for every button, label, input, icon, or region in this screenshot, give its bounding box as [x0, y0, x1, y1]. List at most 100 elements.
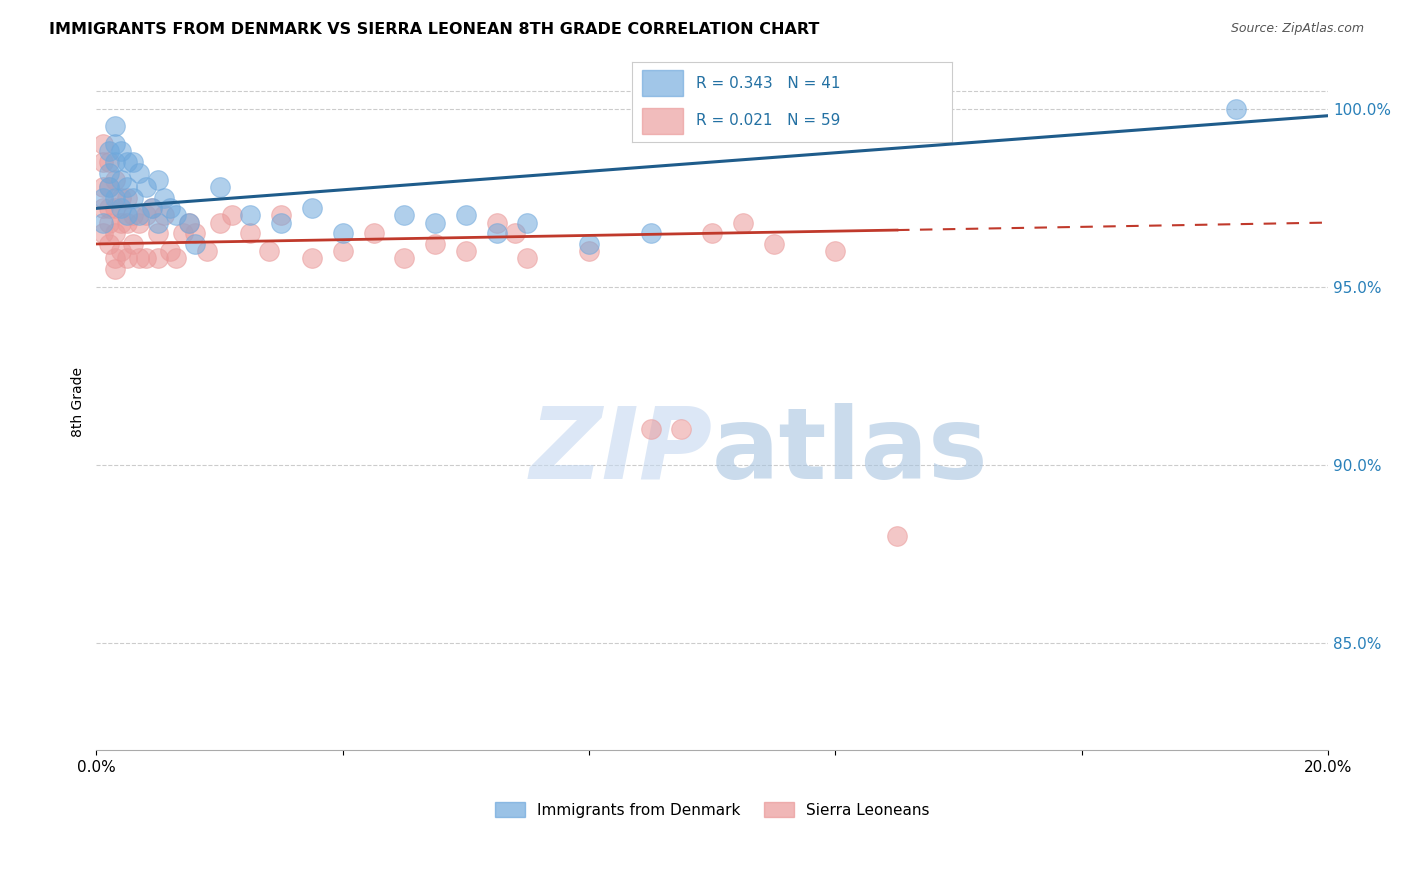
- Legend: Immigrants from Denmark, Sierra Leoneans: Immigrants from Denmark, Sierra Leoneans: [488, 796, 936, 824]
- Point: [104, 227, 127, 241]
- Point: [91, 155, 114, 169]
- Point: [97, 216, 120, 230]
- Point: [141, 202, 163, 216]
- Point: [394, 251, 416, 265]
- Point: [135, 209, 157, 223]
- Point: [97, 202, 120, 216]
- Point: [172, 227, 194, 241]
- Point: [97, 145, 120, 159]
- Point: [104, 173, 127, 187]
- Point: [115, 155, 138, 169]
- Point: [115, 180, 138, 194]
- Point: [97, 180, 120, 194]
- Point: [184, 227, 207, 241]
- Point: [177, 216, 200, 230]
- Point: [91, 137, 114, 152]
- Point: [165, 251, 187, 265]
- Point: [257, 244, 280, 258]
- Point: [146, 216, 169, 230]
- Point: [104, 251, 127, 265]
- Point: [208, 180, 231, 194]
- Point: [91, 227, 114, 241]
- Point: [270, 216, 292, 230]
- Point: [762, 236, 785, 251]
- Point: [640, 227, 662, 241]
- Point: [146, 173, 169, 187]
- Point: [640, 422, 662, 436]
- Point: [115, 216, 138, 230]
- Text: ZIP: ZIP: [529, 402, 713, 500]
- Point: [516, 216, 538, 230]
- Y-axis label: 8th Grade: 8th Grade: [72, 368, 86, 437]
- Point: [332, 227, 354, 241]
- Point: [122, 155, 145, 169]
- Point: [128, 166, 150, 180]
- Point: [91, 216, 114, 230]
- Point: [91, 202, 114, 216]
- Point: [110, 173, 132, 187]
- Text: IMMIGRANTS FROM DENMARK VS SIERRA LEONEAN 8TH GRADE CORRELATION CHART: IMMIGRANTS FROM DENMARK VS SIERRA LEONEA…: [49, 22, 820, 37]
- Point: [702, 227, 724, 241]
- Point: [146, 251, 169, 265]
- Point: [110, 216, 132, 230]
- Point: [91, 180, 114, 194]
- Point: [110, 244, 132, 258]
- Point: [423, 216, 446, 230]
- Point: [332, 244, 354, 258]
- Point: [454, 209, 477, 223]
- Point: [110, 202, 132, 216]
- Point: [159, 244, 181, 258]
- Point: [110, 145, 132, 159]
- Point: [128, 216, 150, 230]
- Point: [97, 180, 120, 194]
- Point: [184, 236, 207, 251]
- Point: [110, 191, 132, 205]
- Point: [886, 529, 908, 543]
- Point: [104, 191, 127, 205]
- Point: [115, 191, 138, 205]
- Point: [239, 209, 262, 223]
- Point: [239, 227, 262, 241]
- Point: [128, 251, 150, 265]
- Point: [141, 202, 163, 216]
- Point: [122, 191, 145, 205]
- Point: [104, 202, 127, 216]
- Point: [731, 216, 754, 230]
- Point: [578, 236, 600, 251]
- Point: [159, 202, 181, 216]
- Point: [104, 120, 127, 134]
- Point: [135, 180, 157, 194]
- Point: [97, 155, 120, 169]
- Point: [221, 209, 243, 223]
- Point: [177, 216, 200, 230]
- Point: [104, 155, 127, 169]
- Point: [516, 251, 538, 265]
- Point: [104, 261, 127, 276]
- Point: [1225, 102, 1247, 116]
- Point: [485, 216, 508, 230]
- Point: [208, 216, 231, 230]
- Point: [115, 251, 138, 265]
- Point: [91, 191, 114, 205]
- Point: [165, 209, 187, 223]
- Point: [485, 227, 508, 241]
- Text: atlas: atlas: [713, 402, 988, 500]
- Point: [824, 244, 846, 258]
- Point: [104, 137, 127, 152]
- Point: [115, 209, 138, 223]
- Point: [135, 251, 157, 265]
- Point: [454, 244, 477, 258]
- Point: [671, 422, 693, 436]
- Point: [423, 236, 446, 251]
- Point: [301, 251, 323, 265]
- Point: [270, 209, 292, 223]
- Point: [503, 227, 526, 241]
- Point: [97, 166, 120, 180]
- Point: [153, 191, 176, 205]
- Text: Source: ZipAtlas.com: Source: ZipAtlas.com: [1230, 22, 1364, 36]
- Point: [122, 209, 145, 223]
- Point: [128, 209, 150, 223]
- Point: [146, 227, 169, 241]
- Point: [301, 202, 323, 216]
- Point: [122, 236, 145, 251]
